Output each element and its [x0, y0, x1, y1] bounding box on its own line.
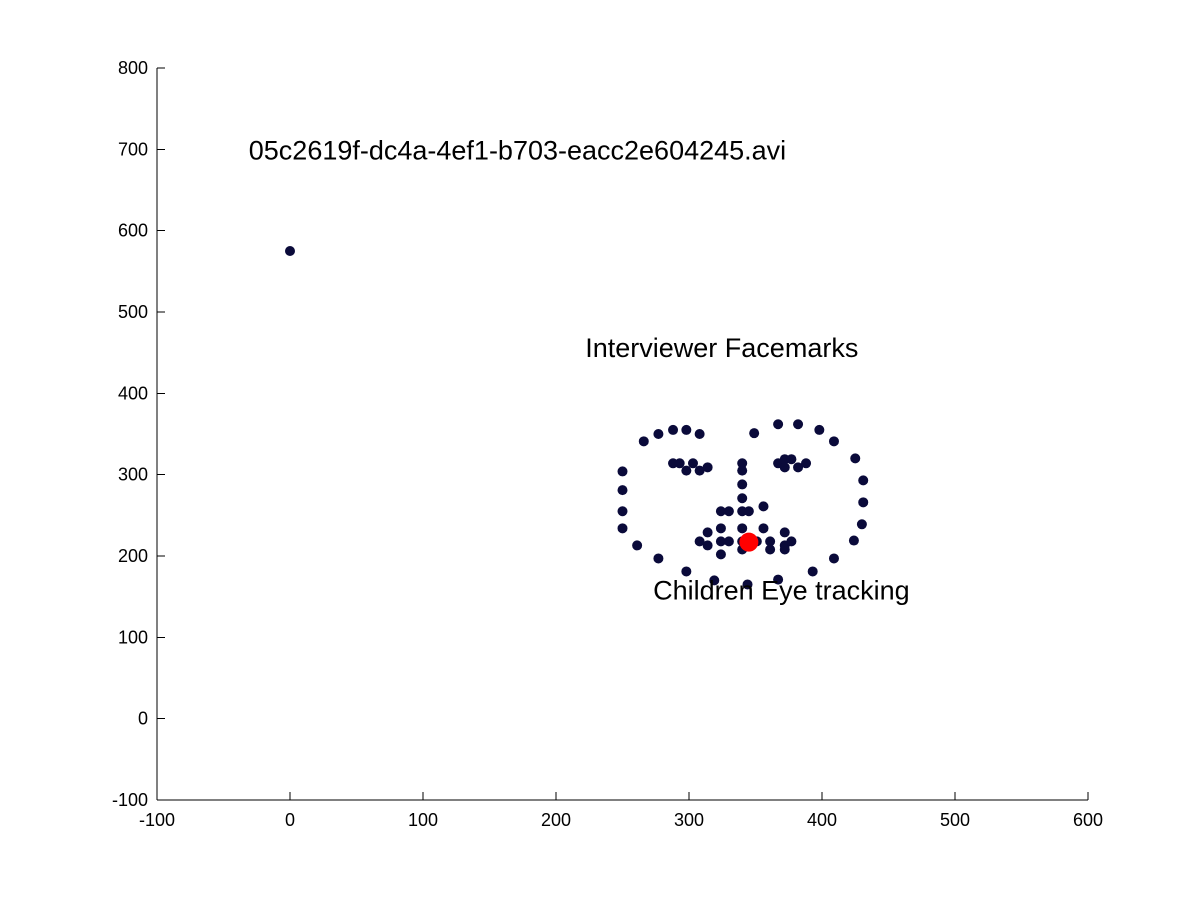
data-points [285, 246, 869, 590]
facemark-point [737, 479, 748, 490]
facemark-point [617, 523, 628, 534]
x-tick-label: 500 [940, 810, 970, 830]
facemark-point [858, 475, 869, 486]
axes [156, 68, 1088, 801]
facemark-point [737, 465, 748, 476]
facemark-point [786, 454, 797, 465]
facemark-point [285, 246, 295, 256]
facemark-point [702, 540, 713, 551]
facemark-point [687, 458, 698, 469]
facemark-point [723, 536, 734, 547]
y-tick-label: 500 [118, 302, 148, 322]
facemark-point [715, 506, 726, 517]
eye-tracking-point [739, 532, 759, 552]
facemark-point [814, 424, 825, 435]
children-eye-tracking-label: Children Eye tracking [653, 575, 910, 605]
facemark-point [765, 544, 776, 555]
facemark-point [758, 523, 769, 534]
facemark-point [793, 462, 804, 473]
y-tick-label: 200 [118, 546, 148, 566]
interviewer-facemarks-label: Interviewer Facemarks [585, 333, 858, 363]
facemark-point [737, 523, 748, 534]
facemark-point [749, 428, 760, 439]
facemark-point [668, 424, 679, 435]
facemark-point [653, 553, 664, 564]
facemark-point [779, 462, 790, 473]
facemark-point [617, 485, 628, 496]
facemark-point [737, 458, 748, 469]
facemark-point [702, 527, 713, 538]
video-filename-label: 05c2619f-dc4a-4ef1-b703-eacc2e604245.avi [249, 135, 786, 165]
facemark-point [743, 506, 754, 517]
y-tick-label: 300 [118, 465, 148, 485]
x-tick-label: 400 [807, 810, 837, 830]
facemark-point [786, 536, 797, 547]
facemark-point [694, 429, 705, 439]
facemark-point [702, 462, 713, 473]
facemark-point [850, 453, 861, 464]
facemark-point [779, 527, 790, 538]
facemark-point [715, 523, 726, 534]
x-tick-label: 100 [408, 810, 438, 830]
x-tick-label: 0 [285, 810, 295, 830]
facemark-point [632, 540, 643, 551]
facemark-point [773, 419, 784, 430]
facemark-point [681, 424, 692, 435]
facemark-point [681, 566, 692, 577]
x-tick-label: 600 [1073, 810, 1103, 830]
y-tick-label: -100 [112, 790, 148, 810]
facemark-point [617, 506, 628, 517]
facemark-point [723, 506, 734, 517]
facemark-point [858, 497, 869, 508]
y-tick-label: 0 [138, 709, 148, 729]
facemark-point [828, 553, 839, 564]
facemark-point [765, 536, 776, 547]
annotations: 05c2619f-dc4a-4ef1-b703-eacc2e604245.avi… [249, 135, 910, 605]
facemark-point [638, 436, 649, 447]
facemark-point [715, 549, 726, 560]
facemark-point [694, 465, 705, 476]
facemark-point [773, 574, 784, 585]
facemark-point [801, 458, 812, 469]
y-tick-label: 100 [118, 627, 148, 647]
facemark-point [828, 436, 839, 447]
facemark-point [793, 419, 804, 430]
facemark-point [848, 535, 859, 546]
y-tick-label: 700 [118, 139, 148, 159]
facemark-point [709, 575, 720, 586]
facemark-point [715, 536, 726, 547]
facemark-point [856, 519, 867, 530]
facemark-point [737, 493, 748, 504]
ticks: -100 0 100 200 300 400 500 600 -100 0 100 200 300 400… [112, 58, 1103, 830]
facemark-point [653, 429, 664, 439]
y-tick-label: 800 [118, 58, 148, 78]
facemark-point [681, 465, 692, 476]
y-tick-label: 400 [118, 383, 148, 403]
facemark-point [807, 566, 818, 577]
x-tick-label: 300 [674, 810, 704, 830]
facemark-point [694, 536, 705, 547]
facemark-point [617, 466, 628, 477]
facemark-point [674, 458, 685, 469]
x-tick-label: -100 [139, 810, 175, 830]
x-tick-label: 200 [541, 810, 571, 830]
facemark-point [742, 579, 753, 590]
facemark-point [758, 501, 769, 512]
y-tick-label: 600 [118, 221, 148, 241]
facemark-point [779, 544, 790, 555]
